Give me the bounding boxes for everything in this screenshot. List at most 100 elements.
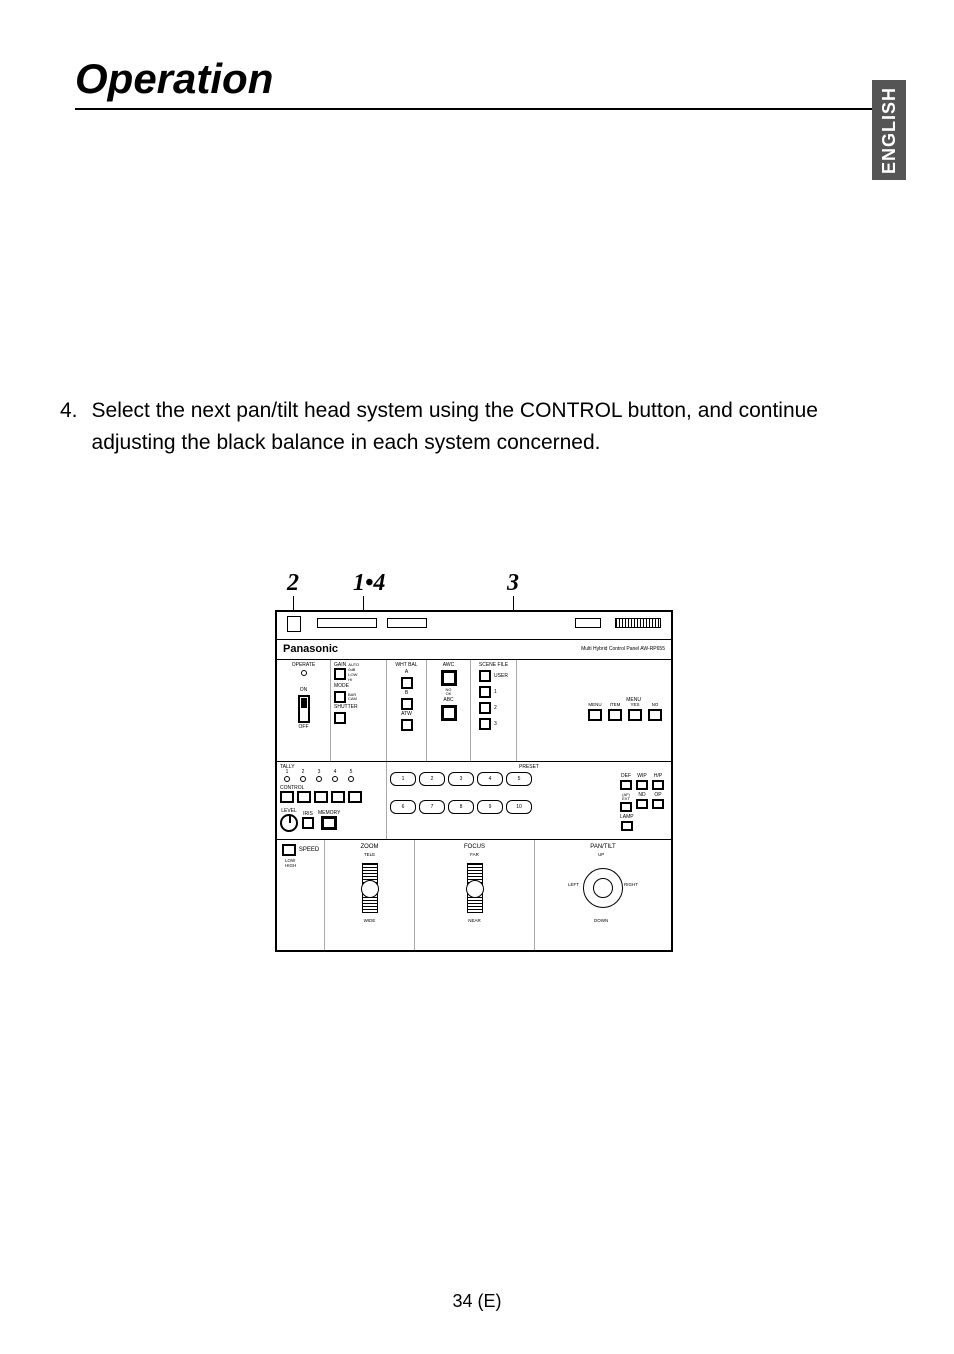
speed-label: SPEED: [299, 847, 319, 853]
pan-tilt-joystick[interactable]: UP DOWN LEFT RIGHT: [568, 853, 638, 923]
b-label: B: [405, 691, 408, 696]
connector: [575, 618, 601, 628]
scene-user-button[interactable]: [479, 670, 491, 682]
preset-button[interactable]: 9: [477, 800, 503, 814]
on-label: ON: [300, 688, 308, 693]
preset-button[interactable]: 10: [506, 800, 532, 814]
callout-2: 2: [287, 570, 299, 597]
op-button[interactable]: [652, 799, 664, 809]
gain-button[interactable]: [334, 668, 346, 680]
mode-label: MODE: [334, 684, 383, 689]
off-label: OFF: [299, 725, 309, 730]
lamp-button[interactable]: [621, 821, 633, 831]
item-button[interactable]: [608, 709, 622, 721]
preset-button[interactable]: 2: [419, 772, 445, 786]
awc-button[interactable]: [441, 670, 457, 686]
scene-1-button[interactable]: [479, 686, 491, 698]
hp-button[interactable]: [652, 780, 664, 790]
tally-led: [300, 776, 306, 782]
user-label: USER: [494, 674, 508, 679]
hi-label: HI: [348, 678, 359, 682]
tally-led: [316, 776, 322, 782]
wip-button[interactable]: [636, 780, 648, 790]
tele-label: TELE: [364, 853, 375, 858]
preset-button[interactable]: 3: [448, 772, 474, 786]
abc-label: ABC: [443, 698, 453, 703]
right-label: RIGHT: [624, 883, 638, 888]
control-panel-diagram: 2 1•4 3 Panasonic Multi Hybrid Control P…: [275, 570, 675, 952]
focus-label: FOCUS: [464, 844, 485, 850]
scene-3-button[interactable]: [479, 718, 491, 730]
iris-button[interactable]: [302, 817, 314, 829]
preset-button[interactable]: 8: [448, 800, 474, 814]
tally-num: 3: [318, 770, 321, 775]
control-button[interactable]: [280, 791, 294, 803]
awc-label: AWC: [443, 663, 454, 668]
preset-button[interactable]: 6: [390, 800, 416, 814]
wht-b-button[interactable]: [401, 698, 413, 710]
far-label: FAR: [470, 853, 479, 858]
atw-button[interactable]: [401, 719, 413, 731]
wip-label: WIP: [637, 774, 646, 779]
yes-label: YES: [630, 703, 639, 708]
ext-label: (AF) EXT: [622, 793, 630, 801]
wide-label: WIDE: [364, 919, 376, 924]
preset-button[interactable]: 7: [419, 800, 445, 814]
hp-label: H/P: [654, 774, 662, 779]
callout-3: 3: [507, 570, 519, 597]
shutter-label: SHUTTER: [334, 705, 383, 710]
abc-button[interactable]: [441, 705, 457, 721]
def-label: DEF: [621, 774, 631, 779]
mid-section: TALLY 1 2 3 4 5 CONTROL: [277, 762, 671, 840]
focus-seesaw[interactable]: FAR NEAR: [464, 853, 486, 923]
zoom-seesaw[interactable]: TELE WIDE: [359, 853, 381, 923]
def-button[interactable]: [620, 780, 632, 790]
tally-control-block: TALLY 1 2 3 4 5 CONTROL: [277, 762, 387, 839]
item-label: ITEM: [610, 703, 621, 708]
wht-a-button[interactable]: [401, 677, 413, 689]
step-number: 4.: [60, 395, 78, 458]
yes-button[interactable]: [628, 709, 642, 721]
zoom-label: ZOOM: [361, 844, 379, 850]
op-label: OP: [654, 793, 661, 798]
preset-label: PRESET: [390, 765, 668, 770]
menu-button[interactable]: [588, 709, 602, 721]
nd-button[interactable]: [636, 799, 648, 809]
preset-button[interactable]: 1: [390, 772, 416, 786]
preset-button[interactable]: 4: [477, 772, 503, 786]
no-button[interactable]: [648, 709, 662, 721]
cam-label: CAM: [348, 697, 357, 701]
scene-2-button[interactable]: [479, 702, 491, 714]
instruction-step: 4. Select the next pan/tilt head system …: [60, 395, 860, 458]
lower-section: SPEED LOW HIGH ZOOM TELE WIDE FOCUS FAR: [277, 840, 671, 950]
preset-button[interactable]: 5: [506, 772, 532, 786]
language-tab: ENGLISH: [872, 80, 906, 180]
operate-switch[interactable]: [298, 695, 310, 723]
preset-block: PRESET 1 2 3 4 5 6 7 8 9 10: [387, 762, 671, 839]
control-button[interactable]: [314, 791, 328, 803]
operate-label: OPERATE: [292, 663, 316, 668]
tally-num: 4: [334, 770, 337, 775]
tally-num: 5: [350, 770, 353, 775]
ext-button[interactable]: [620, 802, 632, 812]
speed-button[interactable]: [282, 844, 296, 856]
control-button[interactable]: [348, 791, 362, 803]
menu-heading: MENU: [626, 698, 641, 703]
tally-led: [284, 776, 290, 782]
level-knob[interactable]: [280, 814, 298, 832]
up-label: UP: [598, 853, 604, 858]
connector: [387, 618, 427, 628]
mode-button[interactable]: [334, 691, 346, 703]
language-tab-label: ENGLISH: [879, 86, 900, 173]
control-button[interactable]: [297, 791, 311, 803]
connector: [615, 618, 661, 628]
tally-num: 2: [302, 770, 305, 775]
control-button[interactable]: [331, 791, 345, 803]
scene-file-block: SCENE FILE USER 1 2 3: [471, 660, 517, 761]
step-text: Select the next pan/tilt head system usi…: [92, 395, 860, 458]
memory-button[interactable]: [321, 816, 337, 830]
menu-block: MENU MENU ITEM YES NO: [517, 660, 671, 761]
shutter-button[interactable]: [334, 712, 346, 724]
scene-3-label: 3: [494, 722, 497, 727]
operate-led: [301, 670, 307, 676]
